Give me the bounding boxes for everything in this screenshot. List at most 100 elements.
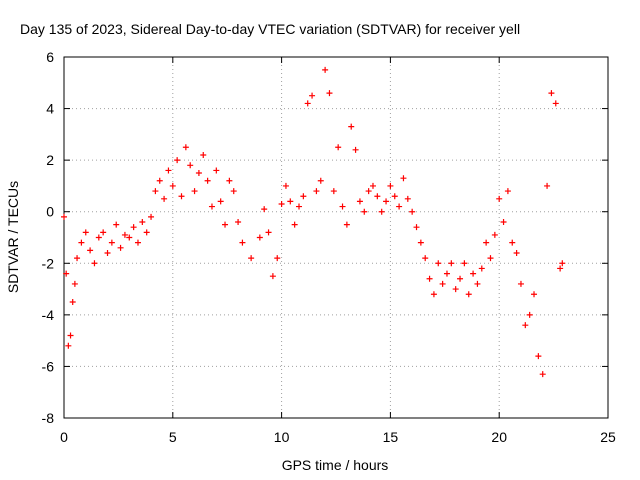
gridlines: [64, 57, 608, 418]
data-point: [296, 203, 303, 210]
data-point: [517, 280, 524, 287]
data-point: [465, 291, 472, 298]
data-point: [335, 144, 342, 151]
data-point: [208, 203, 215, 210]
data-point: [239, 239, 246, 246]
data-point: [95, 234, 102, 241]
data-point: [552, 100, 559, 107]
data-point: [356, 198, 363, 205]
data-point: [343, 221, 350, 228]
data-point: [269, 273, 276, 280]
data-point: [182, 144, 189, 151]
data-point: [178, 193, 185, 200]
data-point: [439, 280, 446, 287]
data-point: [222, 221, 229, 228]
data-point: [470, 270, 477, 277]
y-tick-label: -2: [42, 255, 55, 271]
data-point: [478, 265, 485, 272]
y-axis-label: SDTVAR / TECUs: [5, 181, 21, 293]
data-point: [152, 188, 159, 195]
data-point: [504, 188, 511, 195]
data-point: [474, 280, 481, 287]
data-point: [374, 193, 381, 200]
data-point: [161, 195, 168, 202]
data-point: [322, 66, 329, 73]
data-point: [487, 255, 494, 262]
data-point: [126, 234, 133, 241]
data-point: [526, 311, 533, 318]
data-point: [457, 275, 464, 282]
data-point: [87, 247, 94, 254]
data-point: [309, 92, 316, 99]
data-point: [121, 231, 128, 238]
data-point: [513, 249, 520, 256]
data-point: [108, 239, 115, 246]
plot-frame: [63, 56, 609, 419]
data-point: [304, 100, 311, 107]
data-point: [226, 177, 233, 184]
data-point: [409, 208, 416, 215]
data-point: [348, 123, 355, 130]
data-point: [139, 219, 146, 226]
data-point: [67, 332, 74, 339]
y-tick-label: -6: [42, 358, 55, 374]
data-point: [365, 188, 372, 195]
y-tick-label: -4: [42, 307, 55, 323]
data-point: [430, 291, 437, 298]
data-point: [130, 224, 137, 231]
data-point: [539, 371, 546, 378]
data-point: [452, 286, 459, 293]
y-tick-label: -8: [42, 410, 55, 426]
data-point: [78, 239, 85, 246]
y-tick-label: 2: [46, 152, 54, 168]
data-point: [235, 219, 242, 226]
data-point: [509, 239, 516, 246]
data-point: [500, 219, 507, 226]
data-point: [413, 224, 420, 231]
y-tick-label: 6: [46, 49, 54, 65]
data-point: [165, 167, 172, 174]
data-point: [339, 203, 346, 210]
data-point: [400, 175, 407, 182]
x-tick-label: 10: [274, 429, 290, 445]
data-point: [352, 146, 359, 153]
axis-ticks: 0 5 10 15 20 25 -8 -6 -4 -2 0 2 4 6: [42, 49, 616, 445]
data-point: [287, 198, 294, 205]
data-point: [65, 342, 72, 349]
data-point: [217, 198, 224, 205]
data-points: [61, 66, 566, 378]
y-tick-label: 4: [46, 101, 54, 117]
data-point: [143, 229, 150, 236]
data-point: [71, 280, 78, 287]
data-point: [291, 221, 298, 228]
data-point: [491, 231, 498, 238]
data-point: [313, 188, 320, 195]
data-point: [148, 213, 155, 220]
data-point: [134, 239, 141, 246]
data-point: [417, 239, 424, 246]
x-tick-label: 15: [383, 429, 399, 445]
data-point: [256, 234, 263, 241]
x-tick-label: 20: [491, 429, 507, 445]
data-point: [282, 182, 289, 189]
data-point: [435, 260, 442, 267]
y-tick-label: 0: [46, 204, 54, 220]
x-tick-label: 5: [169, 429, 177, 445]
data-point: [426, 275, 433, 282]
data-point: [557, 265, 564, 272]
data-point: [248, 255, 255, 262]
data-point: [169, 182, 176, 189]
data-point: [448, 260, 455, 267]
data-point: [522, 322, 529, 329]
data-point: [361, 208, 368, 215]
data-point: [378, 208, 385, 215]
data-point: [369, 182, 376, 189]
chart-title: Day 135 of 2023, Sidereal Day-to-day VTE…: [20, 21, 520, 37]
data-point: [117, 244, 124, 251]
data-point: [330, 188, 337, 195]
data-point: [531, 291, 538, 298]
data-point: [82, 229, 89, 236]
data-point: [195, 170, 202, 177]
x-tick-label: 25: [600, 429, 616, 445]
